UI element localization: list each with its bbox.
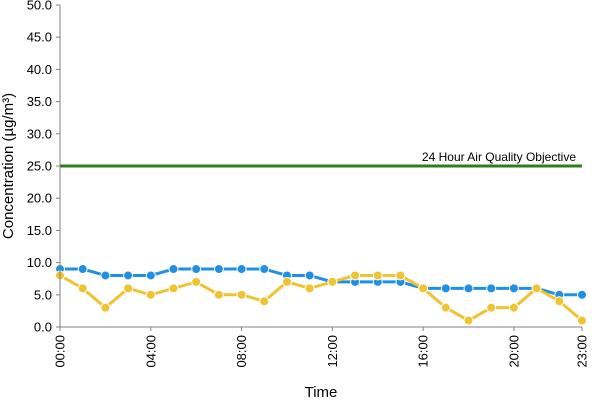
series-1-point bbox=[508, 283, 519, 294]
x-tick-label: 00:00 bbox=[53, 335, 68, 368]
series-2-point bbox=[123, 283, 134, 294]
x-tick-label: 16:00 bbox=[416, 335, 431, 368]
x-tick-label: 20:00 bbox=[506, 335, 521, 368]
y-tick-label: 5.0 bbox=[34, 287, 52, 302]
series-2-point bbox=[531, 283, 542, 294]
y-tick-label: 15.0 bbox=[27, 223, 52, 238]
y-tick-label: 30.0 bbox=[27, 126, 52, 141]
y-tick-label: 25.0 bbox=[27, 159, 52, 174]
y-tick-label: 0.0 bbox=[34, 320, 52, 335]
series-2-point bbox=[100, 302, 111, 313]
series-2-point bbox=[395, 270, 406, 281]
series-2-point bbox=[236, 289, 247, 300]
series-2-point bbox=[486, 302, 497, 313]
series-1-point bbox=[236, 264, 247, 275]
series-2-point bbox=[440, 302, 451, 313]
ref-line-label: 24 Hour Air Quality Objective bbox=[422, 150, 576, 164]
y-tick-label: 40.0 bbox=[27, 62, 52, 77]
series-1-point bbox=[77, 264, 88, 275]
series-2-line bbox=[59, 273, 583, 323]
series-1-point bbox=[123, 270, 134, 281]
series-2-point bbox=[508, 302, 519, 313]
series-2-point bbox=[327, 276, 338, 287]
y-tick-label: 20.0 bbox=[27, 191, 52, 206]
series-1-point bbox=[463, 283, 474, 294]
series-2-point bbox=[372, 270, 383, 281]
series-2-point bbox=[350, 270, 361, 281]
series-2-point bbox=[304, 283, 315, 294]
series-1-point bbox=[145, 270, 156, 281]
series-2-point bbox=[213, 289, 224, 300]
series-2-point bbox=[281, 276, 292, 287]
series-1-point bbox=[213, 264, 224, 275]
series-2-point bbox=[463, 315, 474, 326]
y-tick-label: 45.0 bbox=[27, 30, 52, 45]
series-1-point bbox=[440, 283, 451, 294]
series-2-point bbox=[554, 296, 565, 307]
series-2-point bbox=[191, 276, 202, 287]
x-tick-label: 23:00 bbox=[575, 335, 590, 368]
series-1-point bbox=[100, 270, 111, 281]
series-1-point bbox=[577, 289, 587, 300]
series-2-point bbox=[168, 283, 179, 294]
y-tick-label: 10.0 bbox=[27, 255, 52, 270]
series-2-point bbox=[418, 283, 429, 294]
series-1-point bbox=[486, 283, 497, 294]
series-2-point bbox=[145, 289, 156, 300]
y-tick-label: 35.0 bbox=[27, 94, 52, 109]
x-tick-label: 12:00 bbox=[325, 335, 340, 368]
series-1-point bbox=[168, 264, 179, 275]
series-1-point bbox=[259, 264, 270, 275]
x-tick-label: 04:00 bbox=[143, 335, 158, 368]
series-2-point bbox=[577, 315, 587, 326]
x-tick-label: 08:00 bbox=[234, 335, 249, 368]
y-axis-title: Concentration (µg/m³) bbox=[0, 93, 17, 239]
series-2-point bbox=[259, 296, 270, 307]
x-axis-title: Time bbox=[305, 384, 338, 400]
series-1-point bbox=[304, 270, 315, 281]
series-2-point bbox=[77, 283, 88, 294]
series-1-point bbox=[191, 264, 202, 275]
y-tick-label: 50.0 bbox=[27, 0, 52, 13]
